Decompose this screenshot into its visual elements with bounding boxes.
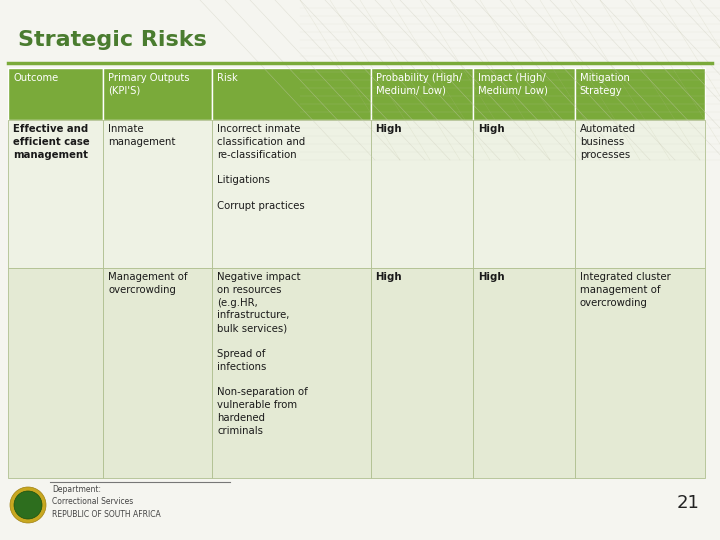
Bar	[103, 120, 212, 268]
Text: Negative impact
on resources
(e.g.HR,
infrastructure,
bulk services)

Spread of
: Negative impact on resources (e.g.HR, in…	[217, 272, 308, 436]
Text: High: High	[376, 124, 402, 134]
Text: Risk: Risk	[217, 73, 238, 83]
Bar	[472, 120, 575, 268]
Text: Department:
Correctional Services
REPUBLIC OF SOUTH AFRICA: Department: Correctional Services REPUBL…	[52, 485, 161, 519]
Bar	[8, 120, 103, 268]
Text: Primary Outputs
(KPI'S): Primary Outputs (KPI'S)	[108, 73, 189, 96]
Bar	[212, 68, 371, 120]
Text: 21: 21	[677, 494, 700, 512]
Text: High: High	[477, 272, 504, 282]
Text: High: High	[376, 272, 402, 282]
Circle shape	[10, 487, 46, 523]
Bar	[8, 268, 103, 478]
Bar	[103, 268, 212, 478]
Text: Effective and
efficient case
management: Effective and efficient case management	[13, 124, 89, 160]
Bar	[472, 68, 575, 120]
Text: Management of
overcrowding: Management of overcrowding	[108, 272, 187, 295]
Bar	[575, 268, 705, 478]
Text: Inmate
management: Inmate management	[108, 124, 176, 147]
Bar	[575, 120, 705, 268]
Text: Impact (High/
Medium/ Low): Impact (High/ Medium/ Low)	[477, 73, 547, 96]
Text: Probability (High/
Medium/ Low): Probability (High/ Medium/ Low)	[376, 73, 462, 96]
Text: Outcome: Outcome	[13, 73, 58, 83]
Text: High: High	[477, 124, 504, 134]
Circle shape	[14, 491, 42, 519]
Bar	[371, 120, 472, 268]
Bar	[103, 68, 212, 120]
Text: Incorrect inmate
classification and
re-classification

Litigations

Corrupt prac: Incorrect inmate classification and re-c…	[217, 124, 305, 211]
Text: Mitigation
Strategy: Mitigation Strategy	[580, 73, 629, 96]
Text: Automated
business
processes: Automated business processes	[580, 124, 636, 160]
Bar	[575, 68, 705, 120]
Bar	[371, 68, 472, 120]
Bar	[212, 268, 371, 478]
Bar	[371, 268, 472, 478]
Bar	[212, 120, 371, 268]
Text: Integrated cluster
management of
overcrowding: Integrated cluster management of overcro…	[580, 272, 670, 308]
Bar	[472, 268, 575, 478]
Text: Strategic Risks: Strategic Risks	[18, 30, 207, 50]
Bar	[8, 68, 103, 120]
